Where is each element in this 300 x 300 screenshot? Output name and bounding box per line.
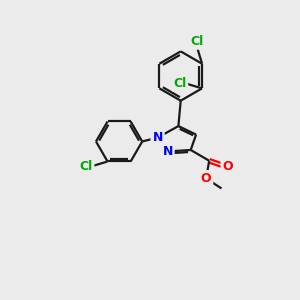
Text: Cl: Cl	[173, 77, 186, 90]
Text: Cl: Cl	[80, 160, 93, 173]
Text: O: O	[201, 172, 212, 185]
Text: O: O	[222, 160, 233, 173]
Text: N: N	[152, 131, 163, 144]
Text: N: N	[162, 145, 173, 158]
Text: Cl: Cl	[190, 35, 204, 48]
